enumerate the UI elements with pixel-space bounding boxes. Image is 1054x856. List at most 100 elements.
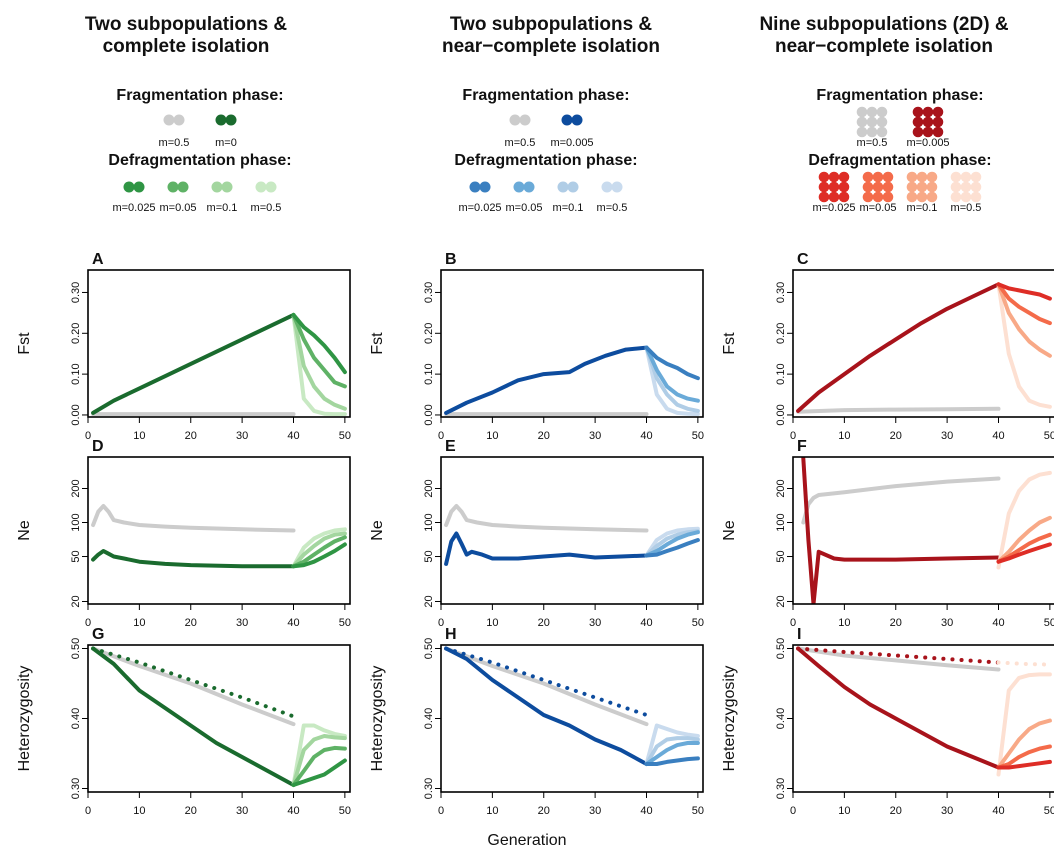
panel-e-x-tick-label-1: 0: [438, 617, 444, 629]
panel-g-y-tick-label-3: 0.50: [70, 638, 82, 659]
frag-legend-icon-1-2: [215, 114, 237, 126]
frag-legend-label-1-1: m=0.5: [159, 137, 190, 149]
panel-h-series-line-6: [644, 741, 700, 766]
panel-c-y-tick-label-2: 0.10: [775, 363, 787, 384]
panel-i-series: [796, 646, 1052, 777]
panel-h-series-line-5: [644, 736, 700, 766]
column-title-3: Nine subpopulations (2D) & near−complete…: [714, 14, 1054, 58]
panel-c-series-line-6: [996, 282, 1052, 301]
panel-f-y-tick-label-1: 20: [775, 595, 787, 607]
defrag-label-1: Defragmentation phase:: [108, 152, 292, 169]
defrag-legend-label-2-4: m=0.5: [597, 202, 628, 214]
defrag-legend-icon-2-2: [513, 181, 535, 193]
panel-b-y-tick-label-4: 0.30: [423, 282, 435, 303]
panel-d-y-axis-label: Ne: [16, 520, 33, 541]
panel-e-letter: E: [445, 438, 456, 455]
panel-c-y-tick-label-4: 0.30: [775, 282, 787, 303]
panel-g: 0 10 20 30 40 50 0.30 0.40 0.50 Heterozygosity G: [16, 626, 351, 817]
panel-a-letter: A: [92, 251, 104, 268]
panel-e-series-line-5: [644, 530, 700, 558]
panel-e-series-line-2: [444, 531, 649, 566]
panel-e-y-tick-label-4: 200: [423, 479, 435, 497]
panel-e: 0 10 20 30 40 50 20 50 100 200 Ne E: [369, 438, 704, 629]
panel-e-y-tick-label-1: 20: [423, 595, 435, 607]
panel-b-x-tick-label-4: 30: [589, 430, 601, 442]
frag-legend-icon-3-2: [912, 106, 944, 138]
panel-i-series-line-8: [996, 759, 1052, 770]
defrag-legend-icon-1-3: [211, 181, 233, 193]
panel-d-x-tick-label-1: 0: [85, 617, 91, 629]
panel-f-x-tick-label-2: 10: [838, 617, 850, 629]
panel-i-x-tick-label-1: 0: [790, 805, 796, 817]
frag-legend-icon-2-2: [561, 114, 583, 126]
panel-h-x-tick-label-3: 20: [538, 805, 550, 817]
panel-f-y-tick-label-2: 50: [775, 550, 787, 562]
panel-d-x-tick-label-6: 50: [339, 617, 351, 629]
panel-e-series-line-3: [644, 526, 700, 558]
panel-c-letter: C: [797, 251, 809, 268]
panel-g-x-tick-label-4: 30: [236, 805, 248, 817]
panel-d-y-tick-label-4: 200: [70, 479, 82, 497]
defrag-legend-label-1-3: m=0.1: [207, 202, 238, 214]
panel-h-x-tick-label-5: 40: [640, 805, 652, 817]
defrag-legend-icon-1-1: [123, 181, 145, 193]
panel-b-x-tick-label-2: 10: [486, 430, 498, 442]
panel-g-y-axis-label: Heterozygosity: [16, 666, 33, 772]
panel-e-frame: [440, 456, 704, 605]
column-title-3-line1: Nine subpopulations (2D) &: [759, 14, 1009, 35]
panel-b-y-tick-label-2: 0.10: [423, 363, 435, 384]
panel-h-x-tick-label-4: 30: [589, 805, 601, 817]
column-title-2: Two subpopulations & near−complete isola…: [381, 14, 721, 58]
frag-legend-label-1-2: m=0: [215, 137, 237, 149]
panel-a-y-tick-label-3: 0.20: [70, 323, 82, 344]
defrag-legend-label-3-3: m=0.1: [907, 202, 938, 214]
defrag-legend-icon-3-2: [862, 171, 894, 203]
panel-i-x-tick-label-2: 10: [838, 805, 850, 817]
panel-i-y-tick-label-2: 0.40: [775, 708, 787, 729]
panel-g-y-tick-label-2: 0.40: [70, 708, 82, 729]
panel-a-y-tick-label-2: 0.10: [70, 363, 82, 384]
panel-a-y-axis-label: Fst: [16, 332, 33, 355]
panel-a-series-line-4: [291, 312, 347, 411]
panel-b-frame: [440, 269, 704, 418]
panel-c-frame: [792, 269, 1054, 418]
panel-i-x-tick-label-3: 20: [890, 805, 902, 817]
frag-legend-icon-3-1: [856, 106, 888, 138]
defrag-legend-label-3-4: m=0.5: [951, 202, 982, 214]
panel-c-y-tick-label-1: 0.00: [775, 404, 787, 425]
panel-g-x-tick-label-5: 40: [287, 805, 299, 817]
panel-i-letter: I: [797, 626, 801, 643]
panel-e-series-line-1: [444, 504, 649, 533]
panel-e-x-tick-label-3: 20: [538, 617, 550, 629]
panel-b-x-tick-label-6: 50: [692, 430, 704, 442]
panel-c-x-tick-label-2: 10: [838, 430, 850, 442]
panel-g-x-tick-label-1: 0: [85, 805, 91, 817]
panel-i-x-tick-label-6: 50: [1044, 805, 1054, 817]
defrag-label-2: Defragmentation phase:: [454, 152, 638, 169]
panel-g-x-tick-label-2: 10: [133, 805, 145, 817]
column-title-3-line2: near−complete isolation: [774, 36, 994, 57]
panel-i-y-tick-label-1: 0.30: [775, 778, 787, 799]
frag-label-3: Fragmentation phase:: [816, 87, 984, 104]
defrag-legend-icon-1-2: [167, 181, 189, 193]
panel-f-series-line-3: [996, 470, 1052, 570]
panel-i-series-line-2: [796, 646, 1001, 770]
panel-d-frame: [87, 456, 351, 605]
panel-d-y-tick-label-2: 50: [70, 550, 82, 562]
defrag-legend-label-1-1: m=0.025: [112, 202, 155, 214]
panel-g-series-line-6: [291, 745, 347, 787]
panel-h-series-line-4: [644, 723, 700, 766]
panel-a-series: [91, 312, 347, 417]
panel-h-x-tick-label-6: 50: [692, 805, 704, 817]
defrag-legend-label-2-1: m=0.025: [458, 202, 501, 214]
panel-f-x-tick-label-5: 40: [992, 617, 1004, 629]
panel-e-x-tick-label-6: 50: [692, 617, 704, 629]
panel-c-x-tick-label-1: 0: [790, 430, 796, 442]
panel-g-series-line-7: [291, 758, 347, 787]
panel-b-y-axis-label: Fst: [369, 332, 386, 355]
panel-f-x-tick-label-6: 50: [1044, 617, 1054, 629]
panel-h-y-tick-label-2: 0.40: [423, 708, 435, 729]
panel-g-x-tick-label-6: 50: [339, 805, 351, 817]
frag-legend-label-2-1: m=0.5: [505, 137, 536, 149]
panel-h-x-tick-label-1: 0: [438, 805, 444, 817]
